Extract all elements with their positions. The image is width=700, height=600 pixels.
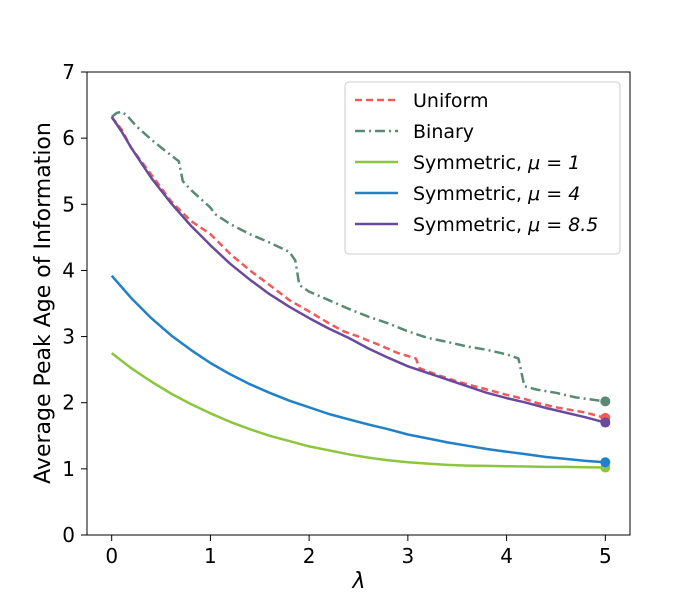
y-tick-label-1: 1: [62, 457, 75, 481]
y-tick-label-3: 3: [62, 325, 75, 349]
x-tick-label-5: 5: [599, 544, 612, 568]
y-tick-label-7: 7: [62, 60, 75, 84]
series-line-4: [110, 116, 606, 424]
y-tick-label-6: 6: [62, 126, 75, 150]
marker-layer: [600, 396, 611, 473]
series-line-0: [110, 116, 606, 420]
series-line-3: [110, 274, 606, 464]
series-endpoint-marker-1: [600, 396, 611, 407]
legend-label-prefix-4: Symmetric,: [413, 214, 528, 236]
y-tick-label-0: 0: [62, 523, 75, 547]
x-tick-label-0: 0: [105, 544, 118, 568]
series-endpoint-marker-3: [600, 457, 611, 468]
legend-label-prefix-0: Uniform: [413, 90, 489, 112]
legend-frame: [344, 81, 621, 255]
y-axis-label: Average Peak Age of Information: [31, 122, 56, 484]
legend-label-mu-4: μ = 8.5: [527, 214, 598, 236]
x-tick-label-2: 2: [303, 544, 316, 568]
series-endpoint-marker-4: [600, 417, 611, 428]
series-line-2: [110, 352, 606, 469]
legend-label-4: Symmetric, μ = 8.5: [413, 214, 598, 236]
x-tick-label-3: 3: [401, 544, 414, 568]
legend-label-prefix-3: Symmetric,: [413, 183, 528, 205]
legend-label-0: Uniform: [413, 90, 489, 112]
legend-label-prefix-1: Binary: [413, 121, 474, 143]
legend-label-prefix-2: Symmetric,: [413, 152, 528, 174]
y-tick-label-4: 4: [62, 258, 75, 282]
plot-frame: [86, 71, 631, 536]
legend-label-3: Symmetric, μ = 4: [413, 183, 580, 205]
y-tick-label-2: 2: [62, 391, 75, 415]
series-layer: [110, 110, 606, 469]
legend-label-1: Binary: [413, 121, 474, 143]
x-tick-label-1: 1: [204, 544, 217, 568]
series-line-1: [110, 110, 606, 403]
tick-layer: 0 1 2 3 4 5 0 1 2 3 4 5 6 7: [62, 60, 611, 568]
legend-label-mu-3: μ = 4: [527, 183, 580, 205]
x-axis-label: λ: [351, 569, 365, 594]
y-tick-label-5: 5: [62, 192, 75, 216]
legend-label-2: Symmetric, μ = 1: [413, 152, 580, 174]
legend-label-mu-2: μ = 1: [527, 152, 580, 174]
x-tick-label-4: 4: [500, 544, 513, 568]
